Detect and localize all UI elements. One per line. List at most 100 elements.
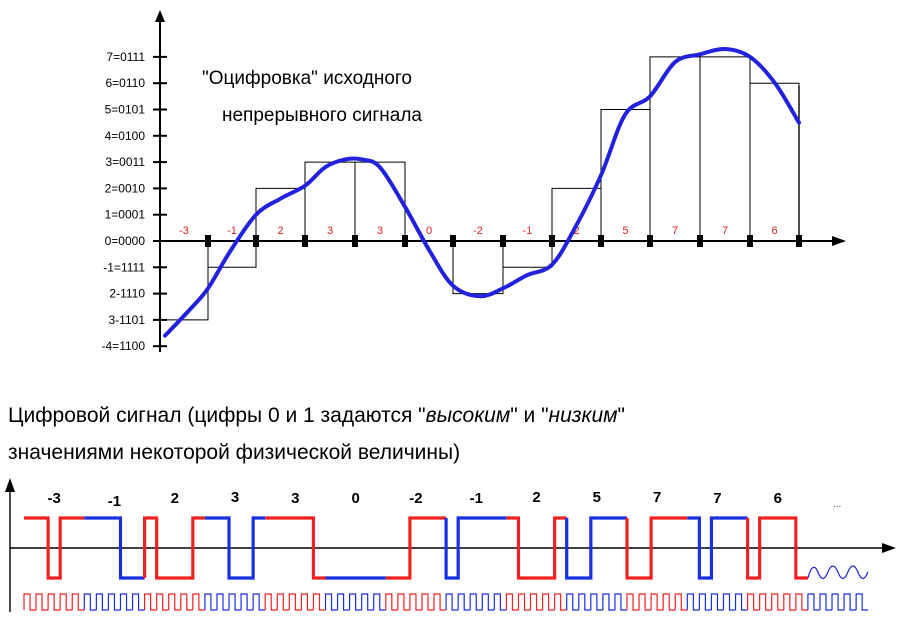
clock-pulses — [747, 593, 808, 611]
caption-line-2: значениями некоторой физической величины… — [8, 441, 460, 464]
x-axis-arrow — [832, 236, 846, 246]
digital-symbol-wave — [24, 516, 85, 580]
clock-pulses — [83, 593, 145, 611]
clock-pulses — [324, 593, 386, 611]
y-tick-label: 3-1101 — [109, 313, 146, 327]
digital-value-label: 3 — [231, 489, 239, 506]
y-tick-label: 2=0010 — [105, 181, 146, 195]
digital-symbol-wave — [84, 516, 145, 580]
y-tick-label: 4=0100 — [105, 129, 146, 143]
digital-x-arrow — [882, 543, 896, 553]
caption-part-e: " — [618, 404, 625, 427]
caption-part-a: Цифровой сигнал (цифры 0 и 1 задаются " — [8, 404, 426, 427]
clock-pulses — [385, 593, 447, 611]
digital-value-label: 6 — [774, 490, 782, 507]
digital-symbol-wave — [746, 516, 808, 580]
sample-markers — [205, 235, 802, 247]
sample-marker — [352, 235, 358, 247]
clock-signal — [23, 593, 869, 611]
sample-marker — [253, 235, 259, 247]
digital-value-label: 0 — [351, 490, 359, 507]
clock-pulses — [23, 593, 85, 611]
sample-marker — [302, 235, 308, 247]
caption-low: низким — [549, 404, 618, 427]
digital-value-label: -1 — [108, 493, 121, 510]
sample-value-label: 7 — [722, 225, 728, 237]
digital-symbol-wave — [143, 516, 205, 580]
sample-marker — [402, 235, 408, 247]
sample-value-labels: -3 -1 2 3 3 0 -2 -1 2 5 7 7 6 — [179, 225, 777, 237]
digital-signal-panel: -3 -1 2 3 3 0 -2 -1 2 5 7 7 6 ... — [5, 478, 896, 612]
sample-value-label: -1 — [227, 225, 237, 237]
digital-value-labels: -3 -1 2 3 3 0 -2 -1 2 5 7 7 6 — [47, 489, 781, 510]
sample-marker — [500, 235, 506, 247]
y-tick-label: -4=1100 — [102, 339, 146, 353]
clock-pulses — [445, 593, 507, 611]
y-tick-label: 7=0111 — [106, 50, 145, 64]
quantized-step — [159, 241, 209, 321]
sample-value-label: -2 — [473, 225, 483, 237]
digital-value-label: 7 — [653, 489, 661, 506]
quantized-step — [502, 241, 553, 268]
sampling-chart: 7=0111 6=0110 5=0101 4=0100 3=0011 2=0010 1=00… — [102, 10, 846, 353]
sample-value-label: 2 — [573, 225, 579, 237]
digital-value-label: 2 — [532, 489, 540, 506]
caption-high: высоким — [426, 404, 511, 427]
quantized-steps — [159, 56, 800, 321]
digital-symbol-wave — [204, 516, 266, 580]
sample-marker — [549, 235, 555, 247]
y-tick-label: 2-1110 — [109, 287, 145, 301]
sample-marker — [450, 235, 456, 247]
caption-part-c: " и " — [510, 404, 548, 427]
y-axis-tick-labels: 7=0111 6=0110 5=0101 4=0100 3=0011 2=0010 1=00… — [102, 50, 167, 353]
analog-signal-curve — [163, 47, 801, 338]
digital-symbol-wave — [687, 516, 748, 580]
quantized-step — [354, 161, 406, 241]
quantized-step — [452, 241, 504, 295]
clock-pulses — [264, 593, 326, 611]
clock-pulses — [807, 593, 869, 611]
chart-subtitle: непрерывного сигнала — [222, 105, 422, 126]
sample-marker — [205, 235, 211, 247]
digital-value-label: -1 — [470, 490, 483, 507]
sample-value-label: 7 — [672, 225, 678, 237]
sample-marker — [598, 235, 604, 247]
digital-signal-caption: Цифровой сигнал (цифры 0 и 1 задаются "в… — [8, 404, 625, 464]
digital-value-label: 3 — [291, 490, 299, 507]
digital-y-arrow — [5, 478, 15, 492]
clock-pulses — [505, 593, 567, 611]
sample-marker — [647, 235, 653, 247]
digital-value-label: -2 — [409, 490, 422, 507]
clock-pulses — [144, 593, 205, 611]
digital-waveform — [24, 516, 808, 580]
quantized-step — [699, 56, 751, 241]
sample-value-label: -3 — [179, 225, 189, 237]
chart-title: "Оцифровка" исходного — [202, 68, 412, 89]
sample-value-label: 3 — [377, 225, 383, 237]
digital-symbol-wave — [265, 516, 326, 580]
sample-value-label: 2 — [277, 225, 283, 237]
continuation-ellipsis: ... — [833, 499, 841, 510]
sample-value-label: 0 — [426, 225, 432, 237]
digital-symbol-wave — [565, 516, 627, 580]
digital-value-label: 5 — [593, 489, 601, 506]
digital-symbol-wave — [625, 516, 688, 580]
sample-value-label: 3 — [327, 225, 333, 237]
y-tick-label: 5=0101 — [105, 103, 146, 117]
y-tick-label: -1=1111 — [103, 260, 145, 274]
y-tick-label: 0=0000 — [105, 234, 146, 248]
clock-pulses — [686, 593, 748, 611]
digital-value-label: 2 — [171, 490, 179, 507]
y-tick-label: 1=0001 — [105, 208, 146, 222]
continuation-wave — [807, 565, 869, 580]
clock-pulses — [626, 593, 688, 611]
sample-value-label: -1 — [523, 225, 533, 237]
digital-symbol-wave — [444, 516, 507, 580]
digital-value-label: -3 — [47, 490, 60, 507]
clock-pulses — [204, 593, 266, 611]
clock-pulses — [566, 593, 627, 611]
quantized-step — [600, 109, 651, 241]
y-tick-label: 3=0011 — [106, 155, 146, 169]
quantized-step — [207, 241, 257, 268]
